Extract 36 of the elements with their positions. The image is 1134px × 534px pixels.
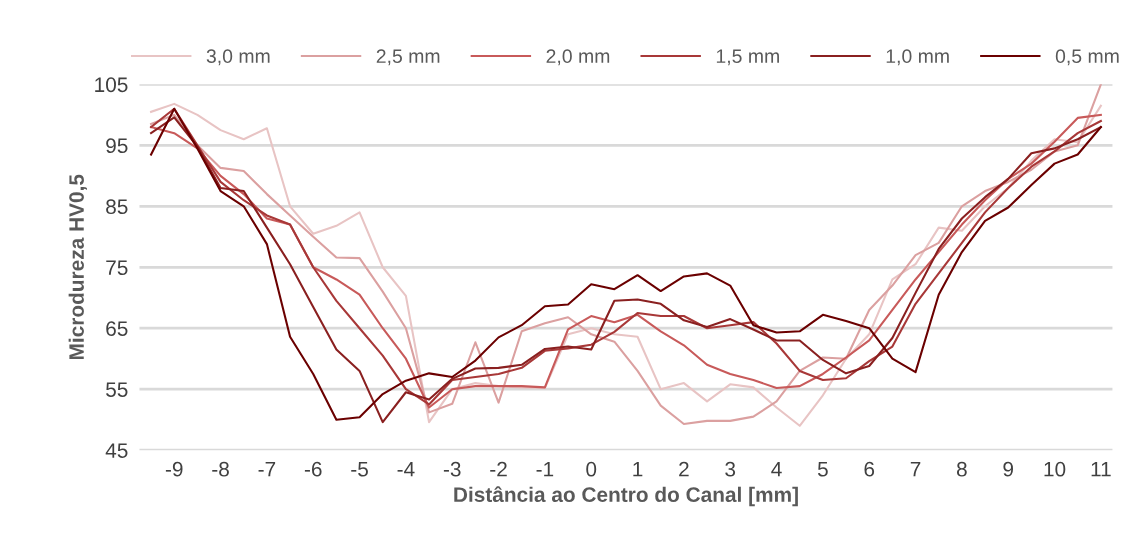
y-tick-label: 45 [105,443,128,458]
y-tick-label: 65 [106,321,128,336]
y-axis-title: Microdureza HV0,5 [68,174,87,360]
x-axis-title: Distância ao Centro do Canal [mm] [454,486,798,507]
x-tick-label: -5 [351,462,368,477]
x-tick-label: 11 [1091,462,1111,477]
x-tick-label: 1 [633,462,643,477]
x-tick-label: -8 [212,461,229,477]
x-tick-label: 2 [679,461,689,477]
x-tick-label: 10 [1044,461,1066,477]
legend-label: 0,5 mm [1055,49,1119,66]
x-tick-label: -6 [304,461,322,477]
y-tick-label: 105 [95,77,128,93]
x-tick-label: 7 [910,462,921,477]
x-tick-label: -7 [258,462,276,477]
x-tick-label: 8 [956,461,967,477]
y-tick-label: 85 [106,199,128,215]
x-tick-label: -2 [490,461,507,477]
x-tick-label: 9 [1003,461,1014,477]
x-tick-label: 0 [586,461,597,477]
legend-label: 2,5 mm [376,49,440,66]
legend-label: 1,0 mm [886,49,949,66]
legend-label: 1,5 mm [716,49,779,66]
y-tick-label: 75 [106,260,128,276]
y-tick-label: 55 [106,382,128,397]
x-tick-label: 4 [771,462,782,477]
x-tick-label: -3 [443,461,461,477]
x-tick-label: -9 [165,461,183,477]
x-tick-label: 3 [725,461,736,477]
legend-label: 3,0 mm [206,49,270,66]
legend-label: 2,0 mm [546,49,610,66]
x-tick-label: 5 [817,462,828,477]
x-tick-label: -1 [536,462,554,477]
y-tick-label: 95 [106,138,128,154]
x-tick-label: 6 [864,461,875,477]
x-tick-label: -4 [397,462,415,477]
